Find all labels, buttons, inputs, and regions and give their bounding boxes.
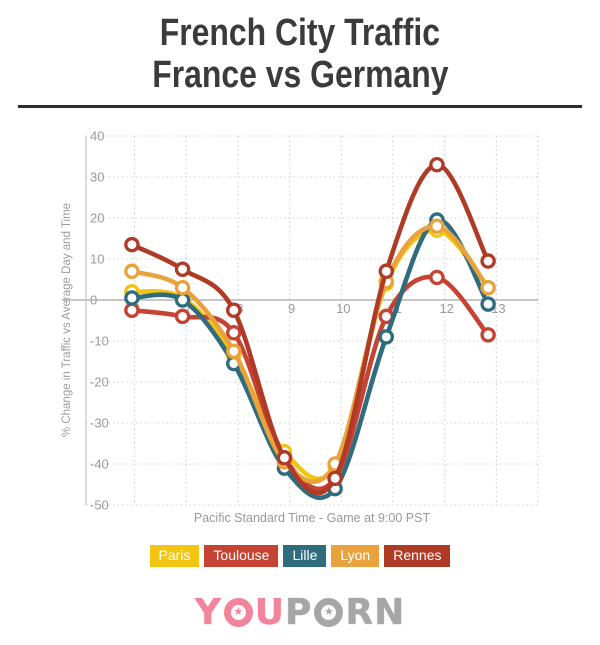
site-logo: y ★ u p ★ r n [0,590,600,635]
legend-item-lyon: Lyon [331,545,380,567]
logo-letter: n [374,591,406,633]
data-point-rennes [276,450,293,466]
series-line-lyon [129,223,491,484]
y-axis-tick-label: -50 [90,498,109,513]
y-axis-tick-label: 10 [90,252,104,267]
data-point-lyon [429,218,445,234]
series-rennes [124,156,496,496]
data-point-lyon [226,343,242,359]
legend-item-lille: Lille [283,545,327,567]
data-point-lille [378,329,395,345]
data-point-toulouse [226,325,242,341]
logo-letter: p [285,591,313,633]
data-point-lille [124,290,140,306]
y-axis-title: % Change in Traffic vs Average Day and T… [61,203,73,437]
x-axis-tick-label: 9 [288,301,295,316]
data-point-lyon [480,279,496,296]
data-point-lyon [124,263,140,280]
data-point-rennes [378,263,395,280]
data-point-rennes [327,470,343,487]
y-axis-tick-label: -40 [90,457,109,472]
legend-item-paris: Paris [149,545,200,567]
y-axis-tick-label: 20 [90,211,104,226]
logo-letter: y [194,591,222,633]
series-layer [124,156,496,501]
data-point-lille [174,292,191,308]
y-axis-tick-label: -20 [90,375,109,390]
page-title-line2: France vs Germany [151,54,449,96]
series-lille [124,212,496,501]
y-axis-tick-label: 30 [90,170,104,185]
y-axis-tick-label: -30 [90,416,109,431]
logo-o-gray-icon: ★ [314,598,344,627]
series-line-lille [129,217,491,501]
y-axis-tick-label: 0 [90,293,97,308]
series-toulouse [124,269,496,492]
data-point-rennes [480,253,496,269]
legend-item-rennes: Rennes [384,545,451,567]
data-point-toulouse [480,327,496,343]
chart-legend: Paris Toulouse Lille Lyon Rennes [0,545,600,567]
data-point-toulouse [429,269,445,286]
data-point-rennes [226,302,242,318]
title-divider [18,105,582,108]
data-point-toulouse [124,302,140,318]
y-axis-tick-label: 40 [90,129,104,144]
x-axis-tick-label: 7 [185,301,192,316]
page-title-line1: French City Traffic [159,12,441,54]
data-point-rennes [124,236,140,253]
legend-item-toulouse: Toulouse [204,545,279,567]
logo-star-icon: ★ [233,606,244,618]
logo-o-pink-icon: ★ [223,598,253,627]
y-axis-tick-label: -10 [90,334,109,349]
page-title: French City Traffic France vs Germany [0,12,600,96]
x-axis-tick-label: 10 [336,301,350,316]
x-axis-tick-label: 12 [439,301,453,316]
grid-layer [62,135,539,506]
logo-letter: r [345,591,375,633]
data-point-toulouse [174,308,191,325]
data-point-rennes [429,156,445,173]
data-point-lille [480,296,496,312]
logo-star-icon: ★ [323,606,334,618]
data-point-rennes [174,261,191,277]
x-axis-subtitle: Pacific Standard Time - Game at 9:00 PST [193,511,431,525]
logo-letter: u [254,591,286,633]
data-point-lyon [174,279,191,296]
